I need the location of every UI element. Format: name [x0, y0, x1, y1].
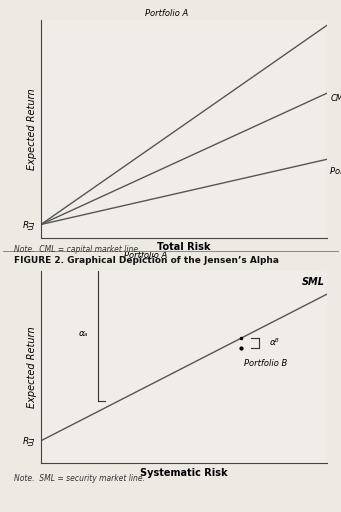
- Text: αₐ: αₐ: [79, 329, 89, 338]
- Text: αᴮ: αᴮ: [269, 338, 279, 347]
- Text: Rᴟ: Rᴟ: [23, 436, 35, 445]
- Text: CML: CML: [330, 94, 341, 103]
- Text: Note.  SML = security market line.: Note. SML = security market line.: [14, 474, 145, 483]
- X-axis label: Total Risk: Total Risk: [158, 242, 211, 252]
- Text: Portfolio B: Portfolio B: [330, 166, 341, 176]
- Text: Note.  CML = capital market line.: Note. CML = capital market line.: [14, 245, 140, 254]
- Text: Portfolio B: Portfolio B: [244, 359, 287, 368]
- Y-axis label: Expected Return: Expected Return: [27, 89, 37, 170]
- Text: Portfolio A: Portfolio A: [124, 251, 167, 260]
- Text: Portfolio A: Portfolio A: [145, 9, 189, 18]
- Text: SML: SML: [301, 277, 325, 287]
- Text: FIGURE 2. Graphical Depiction of the Jensen’s Alpha: FIGURE 2. Graphical Depiction of the Jen…: [14, 256, 279, 265]
- Y-axis label: Expected Return: Expected Return: [27, 327, 37, 408]
- X-axis label: Systematic Risk: Systematic Risk: [140, 467, 228, 478]
- Text: Rᴟ: Rᴟ: [23, 220, 35, 229]
